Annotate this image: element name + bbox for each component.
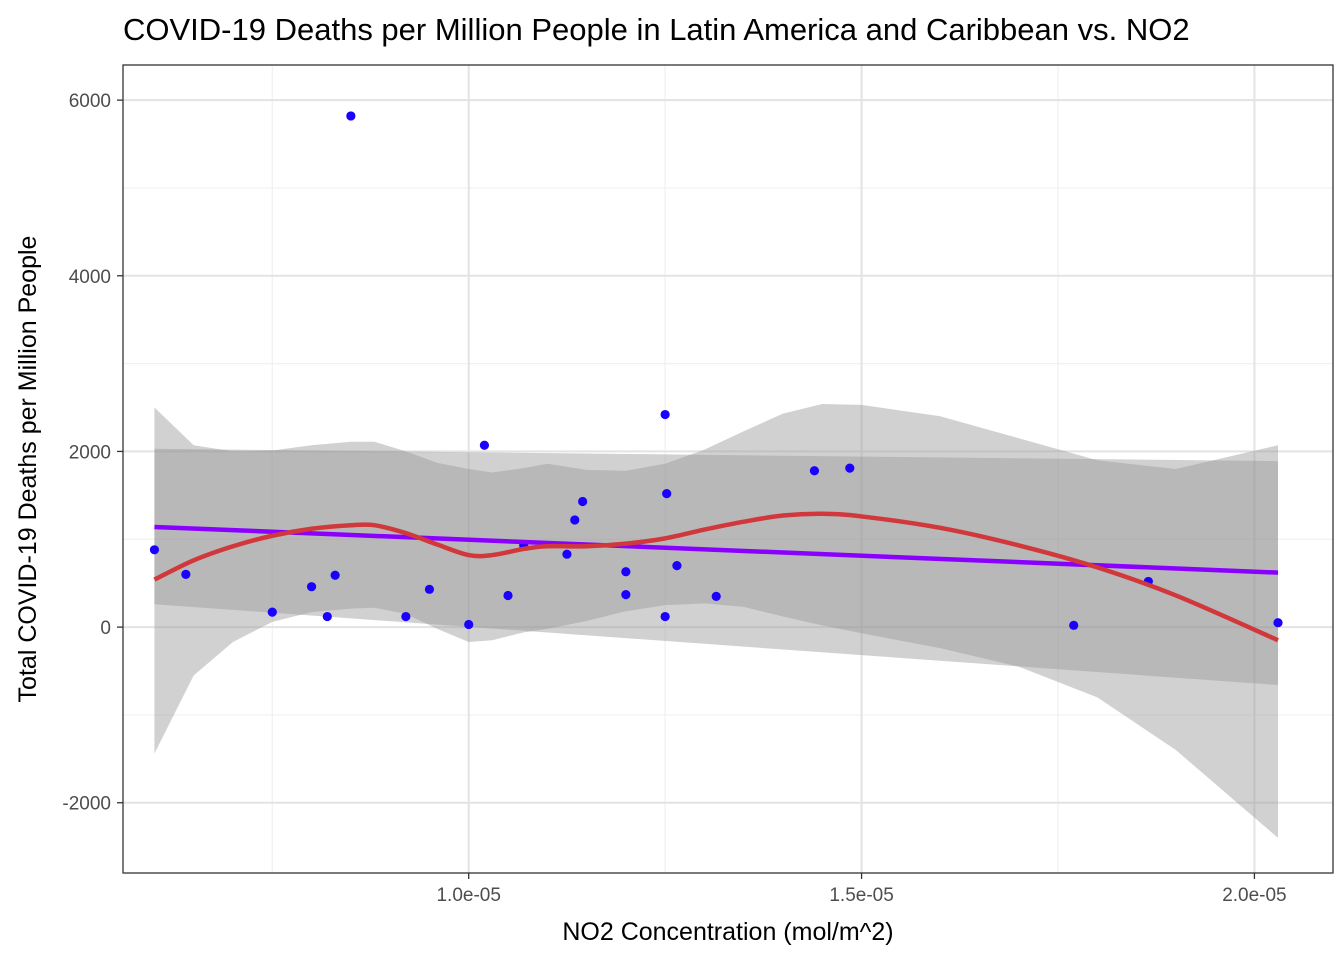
y-tick-label: -2000 [62,794,111,815]
data-point [562,549,572,559]
data-points [149,111,1283,630]
data-point [845,463,855,473]
plot-border [122,64,1334,874]
data-point [660,611,670,622]
y-axis: -2000 0 2000 4000 6000 [62,91,123,815]
data-point [1273,618,1283,628]
data-point [479,440,490,450]
data-point [306,582,317,592]
data-point [503,590,513,601]
data-point [322,611,332,622]
y-tick-label: 2000 [69,442,111,463]
y-tick-label: 4000 [69,267,111,288]
data-point [346,111,356,121]
data-point [330,570,340,580]
y-tick-label: 0 [100,618,111,639]
data-point [672,561,682,571]
data-point [464,619,474,630]
data-point [660,409,670,420]
linear-fit-confidence-band [154,448,1278,686]
grid [123,65,1333,873]
data-point [578,496,588,507]
data-point [181,569,191,579]
plot-panel [123,65,1333,873]
loess-confidence-band [154,404,1278,838]
data-point [424,584,435,594]
data-point [401,611,411,622]
y-axis-title: Total COVID-19 Deaths per Million People [14,236,42,703]
data-point [621,589,631,600]
data-point [149,545,160,555]
x-tick-label: 1.0e-05 [436,885,500,906]
chart-title: COVID-19 Deaths per Million People in La… [123,12,1190,47]
data-point [267,607,277,617]
confidence-bands [154,404,1278,838]
x-axis-title: NO2 Concentration (mol/m^2) [562,918,893,946]
data-point [809,466,820,476]
x-tick-label: 1.5e-05 [829,885,893,906]
data-point [570,515,580,525]
y-tick-label: 6000 [69,91,111,112]
loess-line [153,511,1279,643]
data-point [621,567,631,577]
x-axis: 1.0e-05 1.5e-05 2.0e-05 [436,873,1287,906]
data-point [711,591,721,601]
fit-lines [153,511,1279,643]
data-point [662,488,672,499]
data-point [1069,620,1079,630]
x-tick-label: 2.0e-05 [1222,885,1286,906]
